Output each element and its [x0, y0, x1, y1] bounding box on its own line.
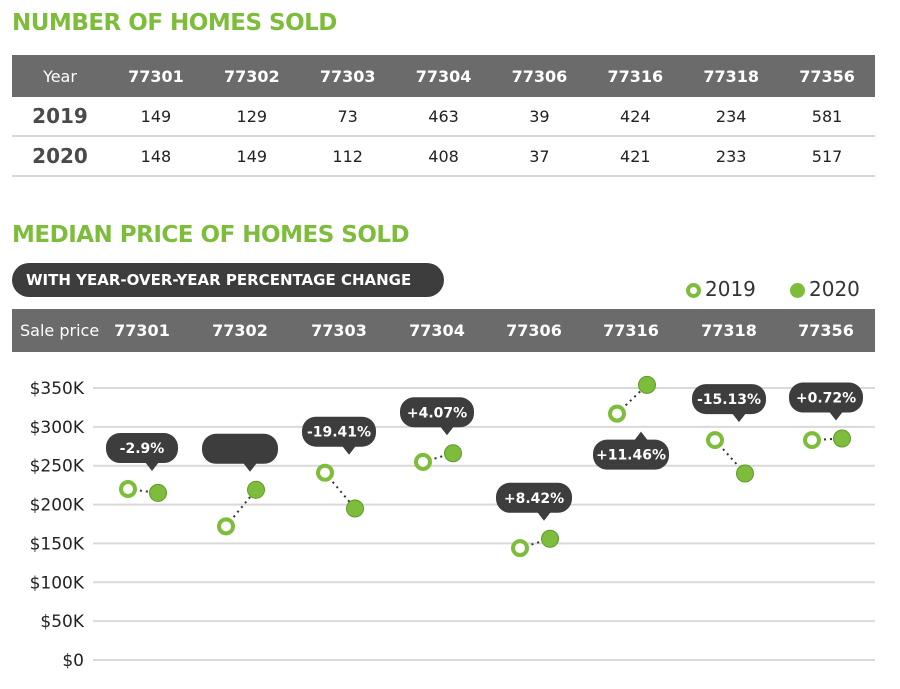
annotation-pointer: [537, 511, 551, 521]
y-tick-label: $250K: [30, 457, 85, 477]
annotation-label: -15.13%: [697, 392, 761, 408]
annotation-bubble: [496, 482, 572, 513]
annotation-label: -2.9%: [120, 441, 165, 457]
legend-ring-icon: [686, 283, 701, 298]
price-zip-header: 77301: [114, 321, 170, 340]
zip-column-header: 77316: [587, 55, 684, 97]
annotation-bubble: [202, 433, 278, 464]
year-cell: 2019: [12, 97, 108, 137]
point-2020: [638, 375, 656, 394]
y-tick-label: $100K: [30, 573, 85, 593]
zip-column-header: 77356: [779, 55, 875, 97]
yoy-subtitle-pill: WITH YEAR-OVER-YEAR PERCENTAGE CHANGE: [12, 263, 444, 297]
price-zip-header: 77304: [409, 321, 465, 340]
table-cell: 39: [491, 97, 588, 137]
legend-2020-label: 2020: [809, 277, 860, 301]
annotation-bubble: [692, 384, 766, 415]
legend-2020: 2020: [790, 277, 860, 301]
price-zip-header: 77318: [701, 321, 757, 340]
point-2020: [149, 483, 167, 502]
zip-column-header: 77303: [299, 55, 396, 97]
sale-price-header: Sale price: [20, 321, 100, 340]
zip-column-header: 77318: [683, 55, 780, 97]
y-tick-label: $350K: [30, 379, 85, 399]
table-cell: 149: [108, 97, 204, 137]
table-cell: 149: [203, 136, 300, 177]
point-2019: [608, 404, 626, 423]
annotation-pointer: [634, 431, 648, 441]
year-column-header: Year: [12, 55, 108, 97]
homes-sold-table: Year 77301 77302 77303 77304 77306 77316 77318…: [12, 55, 875, 177]
point-2020: [346, 499, 364, 518]
point-2019: [803, 431, 821, 450]
table-cell: 421: [587, 136, 684, 177]
year-cell: 2020: [12, 136, 108, 177]
table-cell: 234: [683, 97, 780, 137]
table-cell: 37: [491, 136, 588, 177]
annotation-label: +0.72%: [796, 391, 856, 407]
annotation-pointer: [732, 413, 746, 423]
annotation-pointer: [243, 462, 257, 472]
y-tick-label: $0: [62, 651, 84, 671]
point-2020: [541, 529, 559, 548]
table-header-row: Year 77301 77302 77303 77304 77306 77316 77318…: [12, 55, 875, 97]
table-cell: 463: [395, 97, 492, 137]
annotation-pointer: [342, 445, 356, 455]
zip-column-header: 77304: [395, 55, 492, 97]
table-row: 2019 149 129 73 463 39 424 234 581: [12, 97, 875, 137]
annotation-bubble: [400, 397, 474, 428]
price-header-bar: Sale price 77301 77302 77303 77304 77306 7731…: [12, 309, 875, 352]
table-cell: 424: [587, 97, 684, 137]
homes-sold-title: NUMBER OF HOMES SOLD: [12, 10, 337, 36]
median-price-chart: $0 $50K $100K $150K $200K $250K $300K $350K -2.9…: [30, 375, 875, 671]
price-zip-header: 77356: [798, 321, 854, 340]
point-2020: [247, 480, 265, 499]
y-tick-label: $50K: [40, 612, 84, 632]
price-zip-header: 77303: [311, 321, 367, 340]
annotation-label: -19.41%: [307, 425, 371, 441]
zip-column-header: 77301: [108, 55, 204, 97]
price-zip-header: 77302: [212, 321, 268, 340]
table-cell: 581: [779, 97, 875, 137]
table-row: 2020 148 149 112 408 37 421 233 517: [12, 136, 875, 177]
point-2019: [414, 452, 432, 471]
point-2019: [511, 539, 529, 558]
legend-2019: 2019: [686, 277, 756, 301]
point-2020: [444, 444, 462, 463]
point-2019: [706, 431, 724, 450]
table-cell: 148: [108, 136, 204, 177]
zip-column-header: 77302: [203, 55, 300, 97]
annotation-pointer: [829, 411, 843, 421]
y-tick-label: $300K: [30, 418, 85, 438]
annotation-label: +8.42%: [504, 491, 564, 507]
point-2020: [736, 464, 754, 483]
point-2019: [217, 517, 235, 536]
table-cell: 408: [395, 136, 492, 177]
legend-2019-label: 2019: [705, 277, 756, 301]
annotation-bubble: [302, 416, 376, 447]
annotation-pointer: [440, 426, 454, 436]
table-cell: 129: [203, 97, 300, 137]
y-tick-label: $150K: [30, 534, 85, 554]
point-2019: [316, 463, 334, 482]
legend-dot-icon: [790, 283, 805, 298]
table-cell: 233: [683, 136, 780, 177]
point-2019: [119, 480, 137, 499]
annotation-bubble: [593, 439, 669, 470]
y-tick-label: $200K: [30, 496, 85, 516]
annotation-label: +4.07%: [407, 405, 467, 421]
median-price-title: MEDIAN PRICE OF HOMES SOLD: [12, 222, 410, 248]
annotation-bubble: [106, 433, 178, 464]
table-cell: 73: [299, 97, 396, 137]
zip-column-header: 77306: [491, 55, 588, 97]
annotation-label: +11.46%: [596, 448, 666, 464]
point-2020: [833, 429, 851, 448]
price-zip-header: 77306: [506, 321, 562, 340]
price-zip-header: 77316: [603, 321, 659, 340]
table-cell: 112: [299, 136, 396, 177]
table-cell: 517: [779, 136, 875, 177]
annotation-pointer: [145, 462, 159, 472]
annotation-bubble: [789, 382, 863, 413]
